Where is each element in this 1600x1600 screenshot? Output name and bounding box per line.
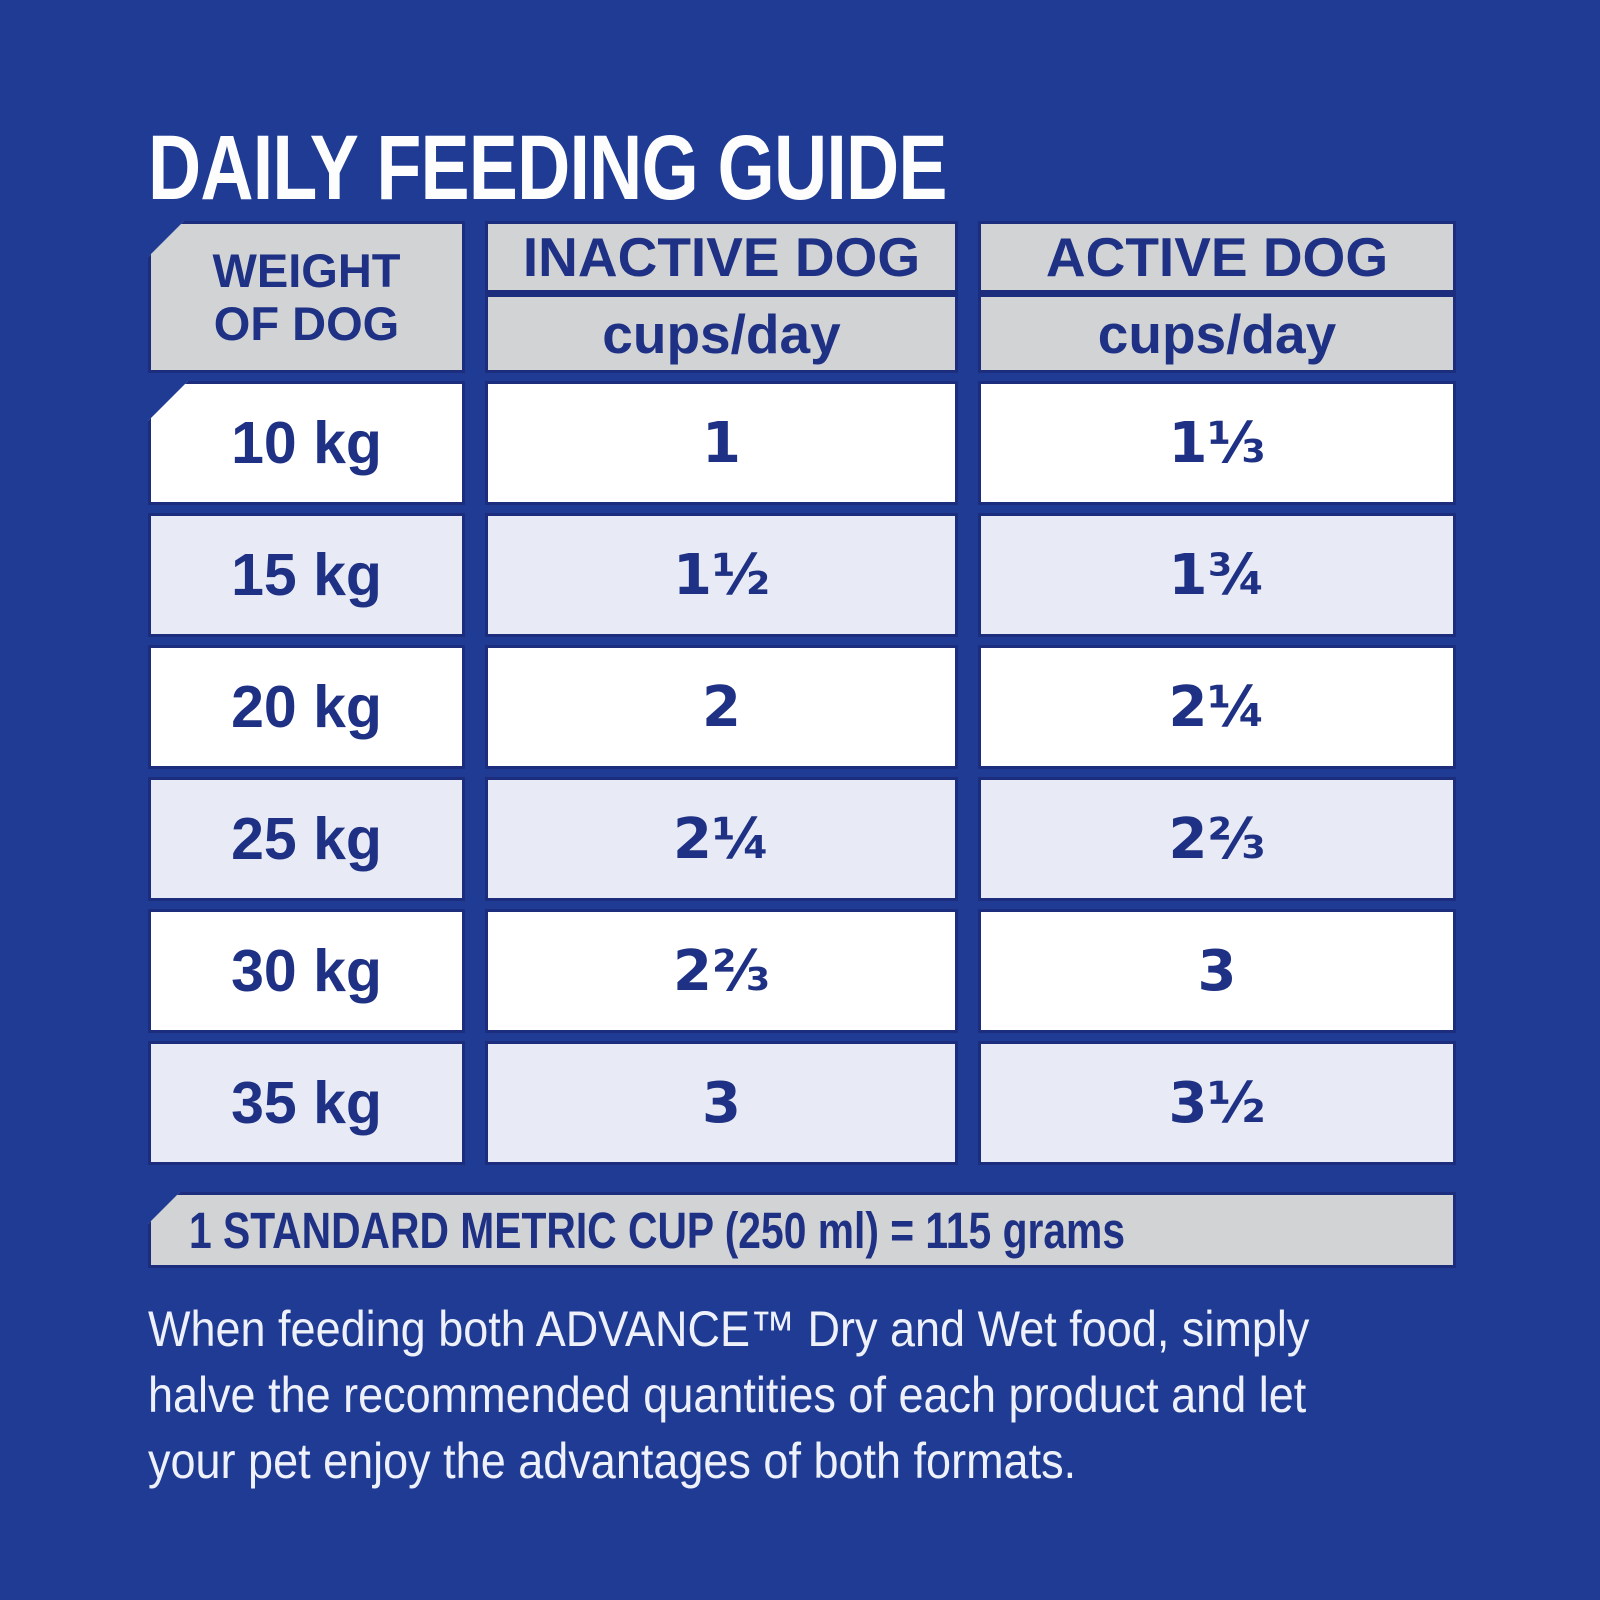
feeding-description: When feeding both ADVANCE™ Dry and Wet f…	[148, 1296, 1438, 1494]
inactive-cell: 2	[485, 645, 958, 769]
active-cell: 2⅔	[978, 777, 1456, 901]
col-header-weight: WEIGHT OF DOG	[148, 221, 465, 373]
page-title: DAILY FEEDING GUIDE	[148, 117, 947, 219]
weight-cell: 20 kg	[148, 645, 465, 769]
cup-conversion-bar: 1 STANDARD METRIC CUP (250 ml) = 115 gra…	[148, 1192, 1456, 1268]
col-header-inactive-unit: cups/day	[602, 302, 841, 365]
weight-cell: 10 kg	[148, 381, 465, 505]
description-line: When feeding both ADVANCE™ Dry and Wet f…	[148, 1301, 1310, 1357]
col-header-active-unit: cups/day	[1097, 302, 1337, 365]
col-header-active-label: ACTIVE DOG	[1045, 226, 1389, 288]
description-line: halve the recommended quantities of each…	[148, 1367, 1307, 1423]
col-header-active: ACTIVE DOG cups/day	[978, 221, 1456, 373]
header-divider	[981, 290, 1453, 297]
inactive-cell: 1	[485, 381, 958, 505]
weight-cell: 35 kg	[148, 1041, 465, 1165]
col-header-inactive-label: INACTIVE DOG	[522, 226, 921, 288]
active-cell: 2¼	[978, 645, 1456, 769]
cup-conversion-text: 1 STANDARD METRIC CUP (250 ml) = 115 gra…	[189, 1201, 1126, 1259]
active-cell: 1⅓	[978, 381, 1456, 505]
inactive-cell: 2⅔	[485, 909, 958, 1033]
active-cell: 3	[978, 909, 1456, 1033]
col-header-weight-line1: WEIGHT	[212, 244, 401, 297]
feeding-table: WEIGHT OF DOG INACTIVE DOG cups/day ACTI…	[148, 221, 1456, 1165]
col-header-weight-line2: OF DOG	[213, 297, 400, 350]
active-cell: 1¾	[978, 513, 1456, 637]
inactive-cell: 2¼	[485, 777, 958, 901]
col-header-inactive: INACTIVE DOG cups/day	[485, 221, 958, 373]
description-line: your pet enjoy the advantages of both fo…	[148, 1433, 1077, 1489]
active-cell: 3½	[978, 1041, 1456, 1165]
weight-cell: 25 kg	[148, 777, 465, 901]
header-divider	[488, 290, 955, 297]
weight-cell: 15 kg	[148, 513, 465, 637]
weight-cell: 30 kg	[148, 909, 465, 1033]
inactive-cell: 1½	[485, 513, 958, 637]
inactive-cell: 3	[485, 1041, 958, 1165]
